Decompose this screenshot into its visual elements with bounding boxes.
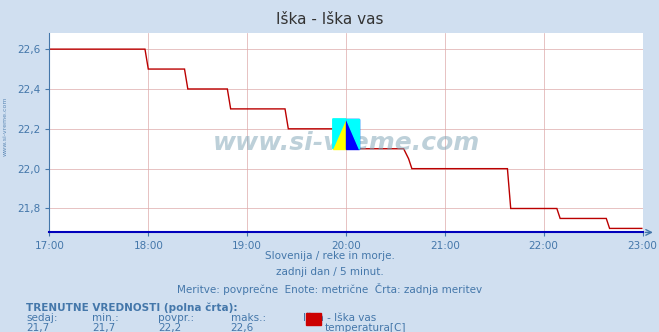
- Text: povpr.:: povpr.:: [158, 313, 194, 323]
- Text: Iška - Iška vas: Iška - Iška vas: [275, 12, 384, 27]
- Text: zadnji dan / 5 minut.: zadnji dan / 5 minut.: [275, 267, 384, 277]
- Text: 22,6: 22,6: [231, 323, 254, 332]
- Text: temperatura[C]: temperatura[C]: [325, 323, 407, 332]
- Text: 21,7: 21,7: [26, 323, 49, 332]
- Text: www.si-vreme.com: www.si-vreme.com: [3, 96, 8, 156]
- Text: TRENUTNE VREDNOSTI (polna črta):: TRENUTNE VREDNOSTI (polna črta):: [26, 303, 238, 313]
- Text: Meritve: povprečne  Enote: metrične  Črta: zadnja meritev: Meritve: povprečne Enote: metrične Črta:…: [177, 283, 482, 294]
- Bar: [333, 119, 346, 149]
- Text: min.:: min.:: [92, 313, 119, 323]
- Text: Iška - Iška vas: Iška - Iška vas: [303, 313, 376, 323]
- Polygon shape: [333, 119, 346, 149]
- Bar: [346, 119, 359, 149]
- Text: sedaj:: sedaj:: [26, 313, 58, 323]
- Text: www.si-vreme.com: www.si-vreme.com: [212, 131, 480, 155]
- Polygon shape: [346, 119, 359, 149]
- Text: Slovenija / reke in morje.: Slovenija / reke in morje.: [264, 251, 395, 261]
- Text: 22,2: 22,2: [158, 323, 181, 332]
- Text: 21,7: 21,7: [92, 323, 115, 332]
- Text: maks.:: maks.:: [231, 313, 266, 323]
